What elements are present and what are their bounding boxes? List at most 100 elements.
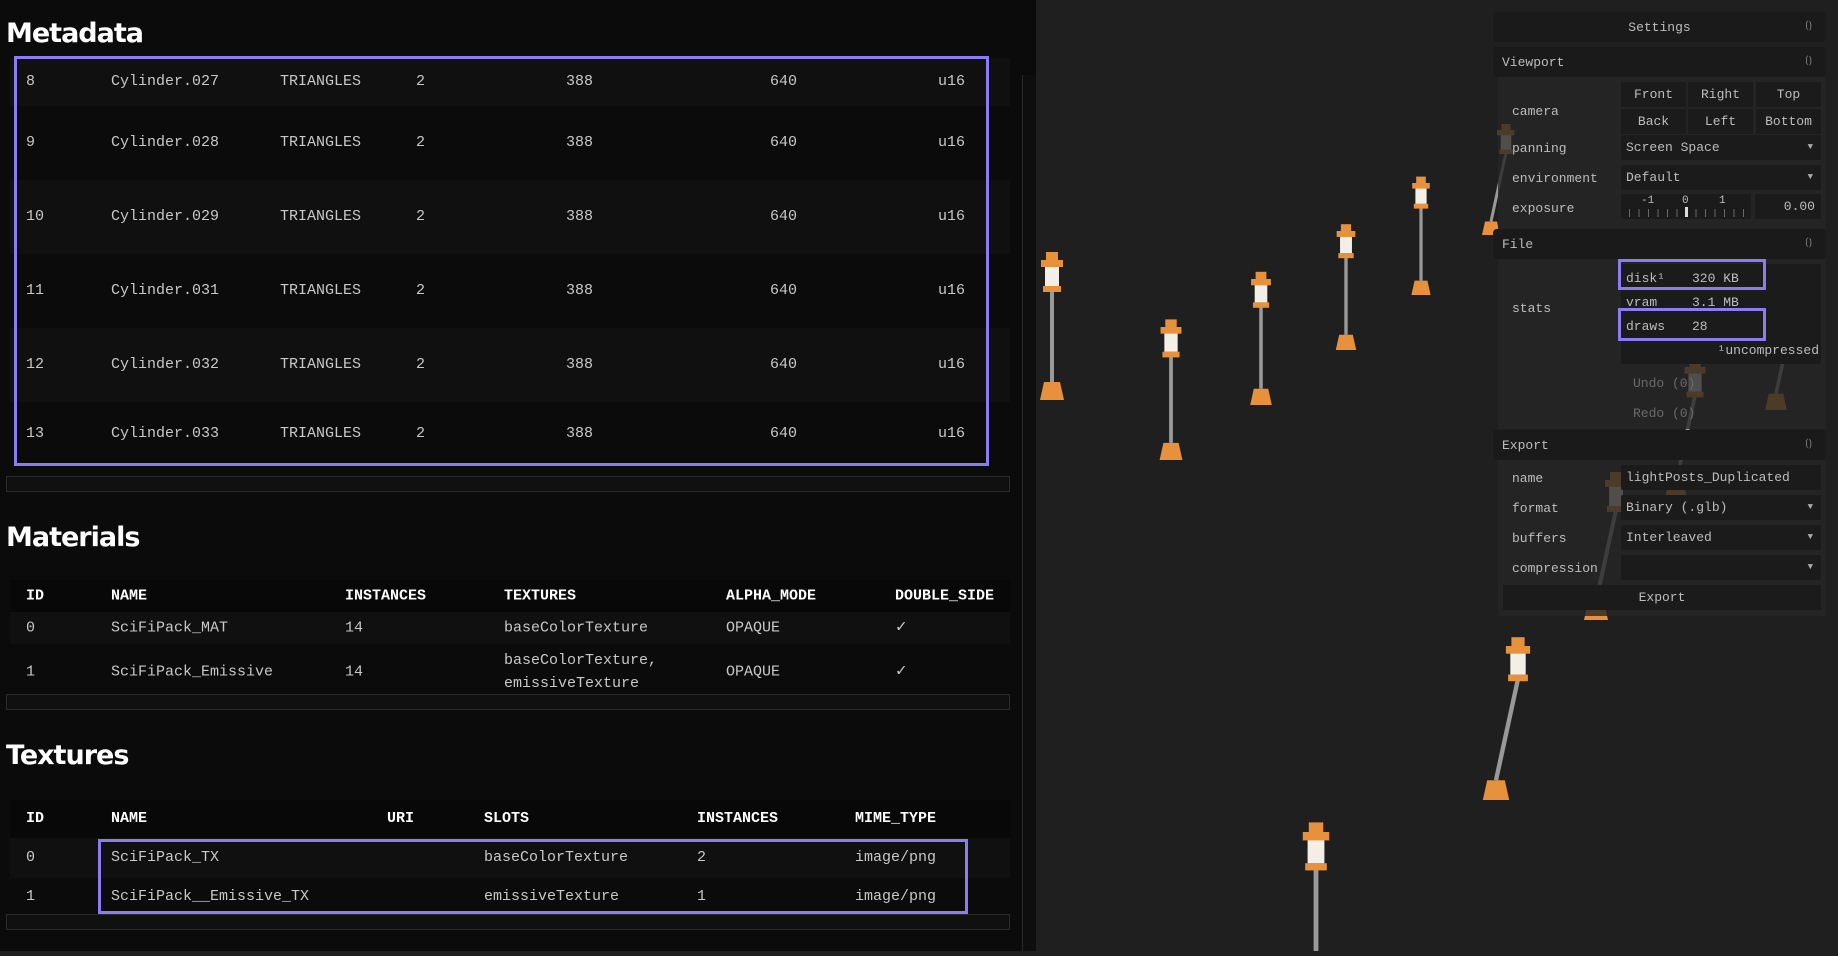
column-header: DOUBLE_SIDE bbox=[895, 587, 995, 605]
file-title: File bbox=[1502, 237, 1534, 252]
collapse-icon[interactable]: ⟮⟯ bbox=[1805, 238, 1812, 249]
table-cell: Cylinder.028 bbox=[111, 134, 220, 151]
materials-hscrollbar[interactable] bbox=[6, 694, 1010, 710]
inspector-panel: Metadata 8 Cylinder.027 TRIANGLES 2 388 640 u1… bbox=[0, 0, 1036, 951]
light-post bbox=[1250, 271, 1272, 405]
metadata-table: 8 Cylinder.027 TRIANGLES 2 388 640 u16 9 Cylinde… bbox=[10, 0, 1010, 470]
textures-title: Textures bbox=[6, 740, 129, 771]
camera-bottom-button[interactable]: Bottom bbox=[1756, 109, 1821, 134]
column-header: TEXTURES bbox=[504, 587, 577, 605]
camera-back-button[interactable]: Back bbox=[1621, 109, 1686, 134]
light-post bbox=[1482, 637, 1531, 800]
textures-hscrollbar[interactable] bbox=[6, 914, 1010, 930]
table-row: 12 Cylinder.032 TRIANGLES 2 388 640 u16 bbox=[10, 328, 1010, 402]
environment-value: Default bbox=[1626, 170, 1681, 185]
draws-label: draws bbox=[1626, 319, 1666, 334]
exposure-slider[interactable]: -1 0 1 bbox=[1621, 194, 1751, 219]
table-cell: Cylinder.029 bbox=[111, 208, 220, 225]
table-cell: Cylinder.033 bbox=[111, 425, 220, 442]
chevron-down-icon: ▼ bbox=[1807, 502, 1813, 512]
column-header: ALPHA_MODE bbox=[726, 587, 817, 605]
table-cell: TRIANGLES bbox=[280, 134, 362, 151]
table-cell: 11 bbox=[26, 282, 45, 299]
buffers-select[interactable]: Interleaved ▼ bbox=[1621, 525, 1821, 550]
compression-select[interactable]: ▼ bbox=[1621, 555, 1821, 580]
draws-value: 28 bbox=[1692, 319, 1708, 334]
collapse-icon[interactable]: ⟮⟯ bbox=[1805, 439, 1812, 450]
stats-box: disk¹ 320 KB vram 3.1 MB draws 28 ¹uncompre… bbox=[1621, 264, 1821, 364]
table-row: 10 Cylinder.029 TRIANGLES 2 388 640 u16 bbox=[10, 180, 1010, 254]
slider-handle[interactable] bbox=[1685, 207, 1688, 217]
collapse-icon[interactable]: ⟮⟯ bbox=[1805, 56, 1812, 67]
table-cell: 640 bbox=[770, 208, 798, 225]
table-cell: 388 bbox=[566, 73, 594, 90]
camera-top-button[interactable]: Top bbox=[1756, 82, 1821, 107]
export-title: Export bbox=[1502, 438, 1549, 453]
metadata-hscrollbar[interactable] bbox=[6, 476, 1010, 492]
table-row: 1 SciFiPack_Emissive 14 baseColorTexture, e… bbox=[10, 644, 1010, 700]
redo-button[interactable]: Redo (0) bbox=[1633, 406, 1696, 421]
tick-label: 1 bbox=[1719, 195, 1726, 207]
light-post bbox=[1159, 319, 1183, 460]
camera-front-button[interactable]: Front bbox=[1621, 82, 1686, 107]
name-label: name bbox=[1512, 471, 1544, 486]
column-header: MIME_TYPE bbox=[855, 810, 937, 827]
materials-table: ID NAME INSTANCES TEXTURES ALPHA_MODE DOUBLE_… bbox=[10, 580, 1010, 700]
table-cell: 14 bbox=[345, 619, 364, 637]
table-cell: 2 bbox=[416, 282, 426, 299]
uncompressed-note: ¹uncompressed bbox=[1717, 343, 1819, 358]
settings-header[interactable]: Settings ⟮⟯ bbox=[1493, 12, 1826, 42]
vram-label: vram bbox=[1626, 295, 1658, 310]
disk-label: disk¹ bbox=[1626, 271, 1666, 286]
table-cell: Cylinder.032 bbox=[111, 356, 220, 373]
table-cell: 1 bbox=[26, 663, 36, 681]
viewport-section-header[interactable]: Viewport ⟮⟯ bbox=[1493, 47, 1826, 77]
export-section-header[interactable]: Export ⟮⟯ bbox=[1493, 430, 1826, 460]
table-cell: SciFiPack_Emissive bbox=[111, 663, 274, 681]
table-cell: SciFiPack_TX bbox=[111, 849, 220, 866]
table-row: 11 Cylinder.031 TRIANGLES 2 388 640 u16 bbox=[10, 254, 1010, 328]
table-row: 0 SciFiPack_TX baseColorTexture 2 image/png bbox=[10, 838, 1010, 878]
buffers-label: buffers bbox=[1512, 531, 1567, 546]
export-button[interactable]: Export bbox=[1503, 585, 1821, 610]
table-header: ID NAME INSTANCES TEXTURES ALPHA_MODE DOUBLE_… bbox=[10, 580, 1010, 612]
table-cell: 640 bbox=[770, 425, 798, 442]
exposure-input[interactable]: 0.00 bbox=[1755, 194, 1821, 219]
environment-label: environment bbox=[1512, 171, 1598, 186]
export-name-input[interactable]: lightPosts_Duplicated bbox=[1621, 465, 1821, 490]
file-section-header[interactable]: File ⟮⟯ bbox=[1493, 229, 1826, 259]
table-cell: 14 bbox=[345, 663, 364, 681]
column-header: INSTANCES bbox=[697, 810, 779, 827]
table-cell: u16 bbox=[938, 425, 966, 442]
table-cell: TRIANGLES bbox=[280, 208, 362, 225]
chevron-down-icon: ▼ bbox=[1807, 142, 1813, 152]
table-cell: TRIANGLES bbox=[280, 282, 362, 299]
table-cell: TRIANGLES bbox=[280, 425, 362, 442]
table-cell: u16 bbox=[938, 356, 966, 373]
undo-button[interactable]: Undo (0) bbox=[1633, 376, 1696, 391]
panning-select[interactable]: Screen Space ▼ bbox=[1621, 135, 1821, 160]
table-cell: baseColorTexture bbox=[484, 849, 629, 866]
tick-label: -1 bbox=[1641, 195, 1655, 207]
disk-value: 320 KB bbox=[1692, 271, 1739, 286]
table-cell: u16 bbox=[938, 73, 966, 90]
metadata-title: Metadata bbox=[6, 18, 144, 49]
collapse-icon[interactable]: ⟮⟯ bbox=[1805, 21, 1812, 32]
column-header: ID bbox=[26, 587, 45, 605]
camera-left-button[interactable]: Left bbox=[1688, 109, 1753, 134]
environment-select[interactable]: Default ▼ bbox=[1621, 165, 1821, 190]
textures-table: ID NAME URI SLOTS INSTANCES MIME_TYPE 0 SciFiPa… bbox=[10, 800, 1010, 916]
camera-right-button[interactable]: Right bbox=[1688, 82, 1753, 107]
table-row: 9 Cylinder.028 TRIANGLES 2 388 640 u16 bbox=[10, 106, 1010, 180]
table-cell: OPAQUE bbox=[726, 619, 781, 637]
table-cell: 1 bbox=[26, 888, 36, 905]
table-cell: 12 bbox=[26, 356, 45, 373]
table-cell: TRIANGLES bbox=[280, 73, 362, 90]
table-cell: 2 bbox=[416, 208, 426, 225]
light-post bbox=[1411, 176, 1431, 295]
vertical-scrollbar[interactable] bbox=[1022, 75, 1036, 951]
format-select[interactable]: Binary (.glb) ▼ bbox=[1621, 495, 1821, 520]
table-cell: 10 bbox=[26, 208, 45, 225]
table-cell: image/png bbox=[855, 888, 937, 905]
chevron-down-icon: ▼ bbox=[1807, 532, 1813, 542]
